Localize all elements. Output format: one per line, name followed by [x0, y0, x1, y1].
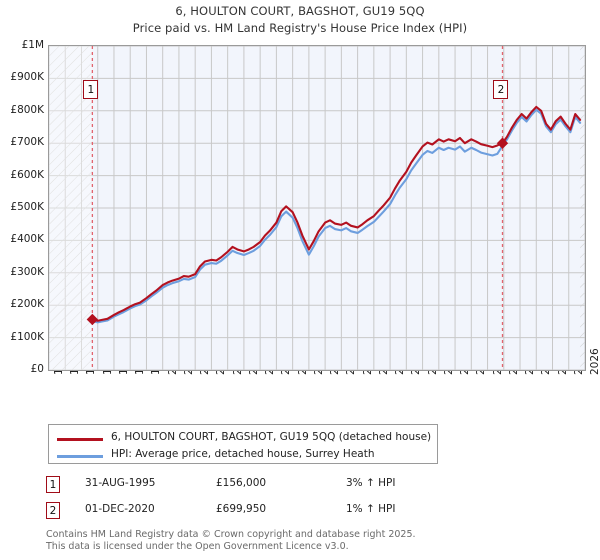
transaction-price: £156,000 [216, 477, 267, 489]
footer-line-2: This data is licensed under the Open Gov… [46, 540, 349, 552]
no-data-hatching [49, 46, 585, 370]
transaction-hpi-delta: 1% ↑ HPI [346, 503, 396, 515]
transaction-date: 01-DEC-2020 [85, 503, 155, 515]
y-axis-tick-label: £200K [10, 298, 44, 311]
transaction-price: £699,950 [216, 503, 267, 515]
legend-item: 6, HOULTON COURT, BAGSHOT, GU19 5QQ (det… [49, 430, 437, 448]
y-axis-tick-label: £1M [21, 39, 44, 51]
y-axis-tick-label: £400K [10, 233, 44, 246]
transaction-date: 31-AUG-1995 [85, 477, 156, 489]
y-axis-tick-label: £100K [10, 330, 44, 343]
chart-canvas [49, 46, 585, 370]
legend-item: HPI: Average price, detached house, Surr… [49, 447, 437, 465]
legend-label: HPI: Average price, detached house, Surr… [111, 448, 375, 460]
page-title: 6, HOULTON COURT, BAGSHOT, GU19 5QQ [175, 4, 425, 18]
legend-swatch [57, 438, 103, 441]
legend-swatch [57, 455, 103, 458]
chart-callout-1[interactable]: 1 [83, 80, 99, 99]
transaction-row[interactable]: 2 01-DEC-2020 £699,950 1% ↑ HPI [46, 502, 566, 524]
gridlines [49, 46, 585, 370]
transaction-points [86, 137, 509, 326]
chart-callout-2[interactable]: 2 [493, 80, 509, 99]
y-axis-tick-label: £500K [10, 201, 44, 213]
series-lines [91, 105, 582, 324]
transaction-index-badge: 2 [46, 502, 60, 519]
y-axis-tick-label: £300K [10, 265, 44, 278]
y-axis-tick-label: £700K [10, 136, 44, 149]
transaction-row[interactable]: 1 31-AUG-1995 £156,000 3% ↑ HPI [46, 476, 566, 498]
plot-area [48, 45, 586, 371]
x-axis-tick-label: 2026 [589, 348, 600, 375]
page-subtitle: Price paid vs. HM Land Registry's House … [132, 21, 468, 35]
transaction-hpi-delta: 3% ↑ HPI [346, 477, 396, 489]
footer-line-1: Contains HM Land Registry data © Crown c… [46, 529, 416, 540]
legend-label: 6, HOULTON COURT, BAGSHOT, GU19 5QQ (det… [111, 431, 432, 443]
y-axis-tick-label: £800K [10, 103, 44, 116]
y-axis-tick-label: £900K [10, 71, 44, 84]
footer: Contains HM Land Registry data © Crown c… [46, 529, 586, 552]
y-axis-tick-label: £0 [30, 363, 44, 375]
legend: 6, HOULTON COURT, BAGSHOT, GU19 5QQ (det… [48, 424, 438, 464]
transaction-index-badge: 1 [46, 476, 60, 493]
y-axis-tick-label: £600K [10, 168, 44, 181]
